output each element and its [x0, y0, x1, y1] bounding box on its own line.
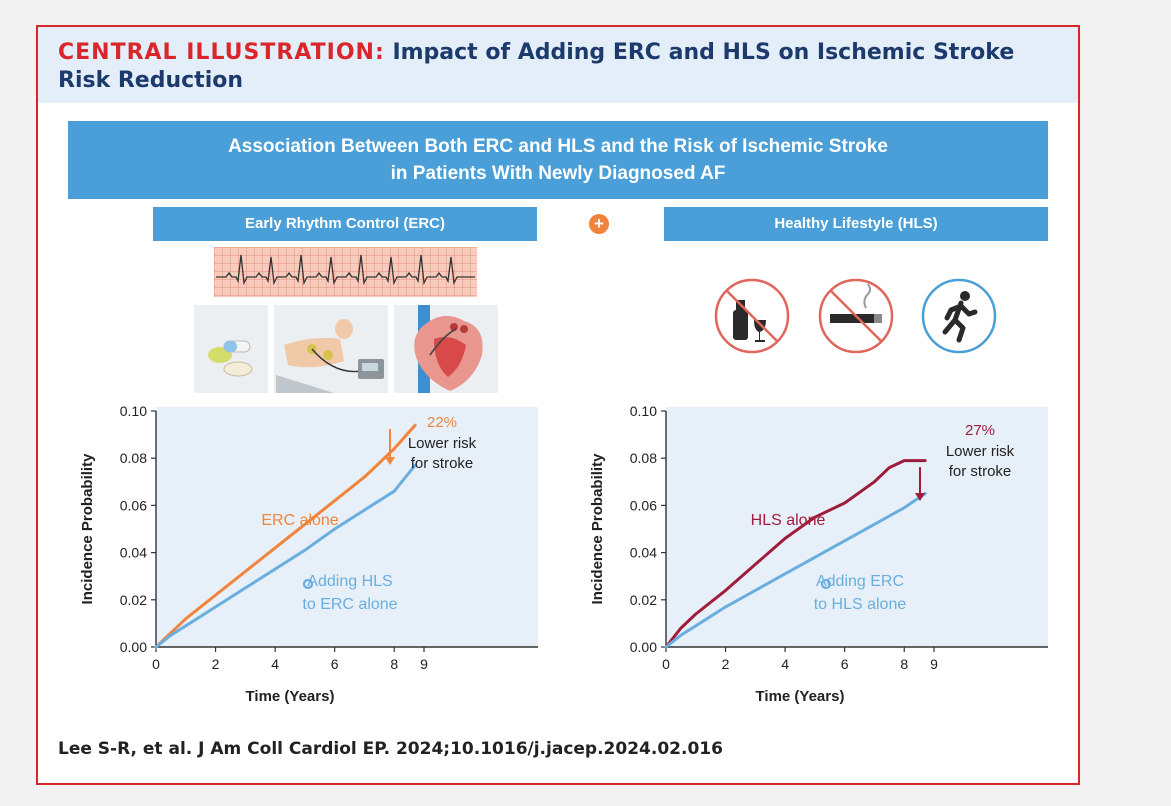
series-label-combined-2: to ERC alone: [302, 596, 397, 613]
y-tick-label: 0.04: [120, 545, 147, 561]
series-label-combined-1: Adding HLS: [307, 573, 392, 590]
ecg-strip-icon: [214, 247, 477, 297]
risk-reduction-percent: 27%: [965, 422, 995, 439]
y-axis-label: Incidence Probability: [589, 453, 606, 605]
association-banner: Association Between Both ERC and HLS and…: [68, 121, 1048, 199]
y-axis-label: Incidence Probability: [79, 453, 96, 605]
x-tick-label: 2: [212, 656, 220, 672]
risk-arrow-head: [915, 493, 925, 501]
series-line-single: [664, 459, 927, 649]
x-tick-label: 8: [900, 656, 908, 672]
x-tick-label: 2: [722, 656, 730, 672]
banner-line-1: Association Between Both ERC and HLS and…: [228, 136, 888, 157]
x-tick-label: 0: [662, 656, 670, 672]
x-axis-label: Time (Years): [246, 688, 335, 705]
central-illustration-frame: CENTRAL ILLUSTRATION: Impact of Adding E…: [36, 25, 1080, 785]
series-label-combined-2: to HLS alone: [814, 596, 907, 613]
hls-chart: 0.00 0.02 0.04 0.06 0.08 0.10 0 2 4 6 8 9 Time (Year…: [589, 403, 1048, 705]
title-band: CENTRAL ILLUSTRATION: Impact of Adding E…: [38, 27, 1078, 103]
no-alcohol-icon: [712, 276, 792, 361]
x-tick-label: 4: [781, 656, 789, 672]
erc-chart: 0.00 0.02 0.04 0.06 0.08 0.10 0 2 4 6 8 9 Time (Year…: [79, 403, 538, 705]
series-label-single: ERC alone: [261, 512, 338, 529]
y-tick-label: 0.04: [630, 545, 657, 561]
y-tick-label: 0.08: [630, 450, 657, 466]
title-prefix: CENTRAL ILLUSTRATION:: [58, 40, 385, 65]
series-marker-combined: [302, 578, 314, 590]
x-tick-label: 9: [420, 656, 428, 672]
running-icon: [919, 276, 999, 361]
series-label-combined-1: Adding ERC: [816, 573, 904, 590]
risk-reduction-line2: for stroke: [949, 463, 1012, 480]
series-label-single: HLS alone: [751, 512, 826, 529]
cardioversion-icon: [274, 305, 388, 393]
y-tick-label: 0.10: [630, 403, 657, 419]
risk-reduction-line1: Lower risk: [408, 435, 477, 452]
no-smoking-icon: [816, 276, 896, 361]
series-line-single: [154, 423, 417, 649]
y-tick-label: 0.00: [120, 639, 147, 655]
plot-area: [666, 407, 1048, 647]
series-line-combined: [664, 492, 927, 649]
citation: Lee S-R, et al. J Am Coll Cardiol EP. 20…: [58, 739, 723, 759]
y-tick-label: 0.10: [120, 403, 147, 419]
title-rest: Impact of Adding ERC and HLS on Ischemic…: [58, 40, 1015, 93]
y-tick-label: 0.02: [120, 592, 147, 608]
x-tick-label: 9: [930, 656, 938, 672]
x-tick-label: 6: [331, 656, 339, 672]
y-tick-label: 0.08: [120, 450, 147, 466]
x-tick-label: 4: [271, 656, 279, 672]
page-title: CENTRAL ILLUSTRATION: Impact of Adding E…: [58, 39, 1038, 95]
y-tick-label: 0.00: [630, 639, 657, 655]
x-tick-label: 8: [390, 656, 398, 672]
plot-area: [156, 407, 538, 647]
risk-arrow-head: [385, 457, 395, 465]
pills-icon: [194, 305, 268, 393]
ablation-heart-icon: [394, 305, 498, 393]
series-marker-combined: [820, 578, 832, 590]
y-tick-label: 0.06: [630, 497, 657, 513]
banner-line-2: in Patients With Newly Diagnosed AF: [390, 163, 726, 184]
y-tick-label: 0.06: [120, 497, 147, 513]
x-tick-label: 6: [841, 656, 849, 672]
x-axis-label: Time (Years): [756, 688, 845, 705]
series-line-combined: [154, 463, 417, 649]
plus-icon: +: [589, 214, 609, 234]
erc-label-bar: Early Rhythm Control (ERC): [153, 207, 537, 241]
y-tick-label: 0.02: [630, 592, 657, 608]
x-tick-label: 0: [152, 656, 160, 672]
risk-reduction-line1: Lower risk: [946, 443, 1015, 460]
risk-reduction-percent: 22%: [427, 414, 457, 431]
hls-label-bar: Healthy Lifestyle (HLS): [664, 207, 1048, 241]
risk-reduction-line2: for stroke: [411, 455, 474, 472]
